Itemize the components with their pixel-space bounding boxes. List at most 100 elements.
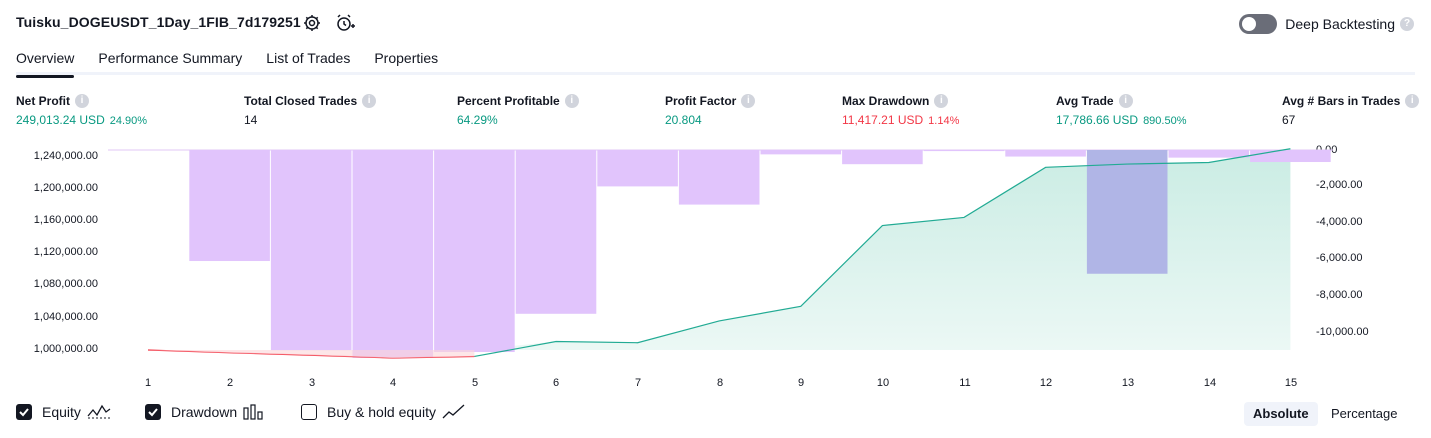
equity-area [474,148,1291,350]
metric-total-closed-trades: Total Closed Trades i 14 [244,93,377,127]
drawdown-bar [434,150,515,353]
help-icon[interactable]: ? [1400,17,1414,31]
x-axis-tick: 8 [716,377,724,389]
right-axis-tick: -6,000.00 [1316,252,1363,264]
metric-value: 67 [1282,113,1296,127]
drawdown-bar [597,150,678,187]
x-axis-tick: 13 [1121,377,1135,389]
metric-label: Avg Trade [1056,94,1114,108]
right-axis-tick: -8,000.00 [1316,289,1363,301]
drawdown-bar [1250,150,1331,163]
metric-profit-factor: Profit Factor i 20.804 [665,93,756,127]
x-axis-tick: 14 [1203,377,1217,389]
metric-avg-bars-in-trades: Avg # Bars in Trades i 67 [1282,93,1420,127]
left-axis-tick: 1,040,000.00 [33,311,98,323]
buy-hold-line-icon [442,404,465,419]
metric-percent: 890.50% [1143,115,1187,127]
info-icon[interactable]: i [75,94,89,108]
percentage-toggle-button[interactable]: Percentage [1331,406,1398,421]
info-icon[interactable]: i [1118,94,1133,108]
left-axis-tick: 1,000,000.00 [33,343,98,355]
drawdown-bar [1005,150,1086,157]
equity-line [474,148,1291,358]
metric-value: 11,417.21 USD [842,113,924,127]
buy-hold-label: Buy & hold equity [327,404,436,420]
info-icon[interactable]: i [564,94,579,108]
report-tabs: Overview Performance Summary List of Tra… [16,48,462,78]
x-axis-tick: 10 [876,377,890,389]
drawdown-bar [270,150,352,351]
metric-max-drawdown: Max Drawdown i 11,417.21 USD 1.14% [842,93,959,127]
absolute-toggle-button[interactable]: Absolute [1244,402,1318,426]
drawdown-bars-icon [243,404,263,420]
x-axis-tick: 3 [308,377,316,389]
legend-buy-hold-equity[interactable]: Buy & hold equity [301,404,466,420]
legend-equity[interactable]: Equity [16,404,111,420]
drawdown-bar [678,150,760,205]
metric-percent: 24.90% [109,115,148,127]
equity-line-icon [87,404,111,419]
drawdown-bar [842,150,923,165]
metric-net-profit: Net Profit i 249,013.24 USD 24.90% [16,93,147,127]
equity-drawdown-chart [108,148,1333,359]
x-axis-tick: 9 [797,377,805,389]
equity-label: Equity [42,404,81,420]
left-axis-tick: 1,160,000.00 [33,214,98,226]
deep-backtesting-control: Deep Backtesting ? [1239,14,1414,34]
left-axis-tick: 1,200,000.00 [33,182,98,194]
drawdown-bar [352,150,434,358]
add-alert-clock-icon[interactable] [335,13,355,33]
x-axis-tick: 7 [634,377,642,389]
metric-avg-trade: Avg Trade i 17,786.66 USD 890.50% [1056,93,1187,127]
drawdown-bar [515,150,597,314]
metric-percent-profitable: Percent Profitable i 64.29% [457,93,579,127]
legend-drawdown[interactable]: Drawdown [145,404,265,420]
check-icon [148,408,158,417]
x-axis-tick: 12 [1039,377,1053,389]
tab-list-of-trades[interactable]: List of Trades [266,50,351,66]
x-axis-tick: 5 [471,377,479,389]
drawdown-bar [1168,150,1250,158]
right-axis-tick: -2,000.00 [1316,179,1363,191]
metric-value: 20.804 [665,113,702,127]
strategy-title: Tuisku_DOGEUSDT_1Day_1FIB_7d179251 [16,14,301,30]
info-icon[interactable]: i [934,94,949,108]
settings-gear-icon[interactable] [302,13,322,33]
drawdown-bar [923,150,1005,152]
left-axis-tick: 1,240,000.00 [33,150,98,162]
strategy-header: Tuisku_DOGEUSDT_1Day_1FIB_7d179251 Deep … [0,0,1431,48]
drawdown-label: Drawdown [171,404,238,420]
tab-performance-summary[interactable]: Performance Summary [98,50,243,66]
x-axis-tick: 4 [389,377,397,389]
tab-overview[interactable]: Overview [16,48,75,78]
check-icon [19,408,29,417]
deep-backtesting-label: Deep Backtesting [1285,16,1395,32]
metric-label: Avg # Bars in Trades [1282,94,1401,108]
metric-label: Profit Factor [665,94,737,108]
metric-label: Max Drawdown [842,94,930,108]
x-axis-tick: 15 [1284,377,1298,389]
info-icon[interactable]: i [362,94,377,108]
deep-backtesting-toggle[interactable] [1239,14,1278,34]
x-axis-tick: 2 [226,377,234,389]
metric-value: 249,013.24 USD [16,113,105,127]
x-axis-tick: 11 [959,377,971,389]
drawdown-bar [1086,150,1168,274]
metric-label: Total Closed Trades [244,94,358,108]
tab-properties[interactable]: Properties [374,50,439,66]
drawdown-bar [189,150,270,262]
drawdown-checkbox[interactable] [145,404,161,420]
info-icon[interactable]: i [1405,94,1420,108]
left-axis-tick: 1,080,000.00 [33,278,98,290]
info-icon[interactable]: i [741,94,756,108]
metric-percent: 1.14% [928,115,960,127]
equity-checkbox[interactable] [16,404,32,420]
metric-value: 64.29% [457,113,498,127]
x-axis-tick: 6 [552,377,560,389]
x-axis-tick: 1 [144,377,152,389]
right-axis-tick: -4,000.00 [1316,216,1363,228]
buy-hold-checkbox[interactable] [301,404,317,420]
metric-value: 17,786.66 USD [1056,113,1139,127]
right-axis-tick: -10,000.00 [1316,326,1369,338]
drawdown-bar [760,150,842,155]
